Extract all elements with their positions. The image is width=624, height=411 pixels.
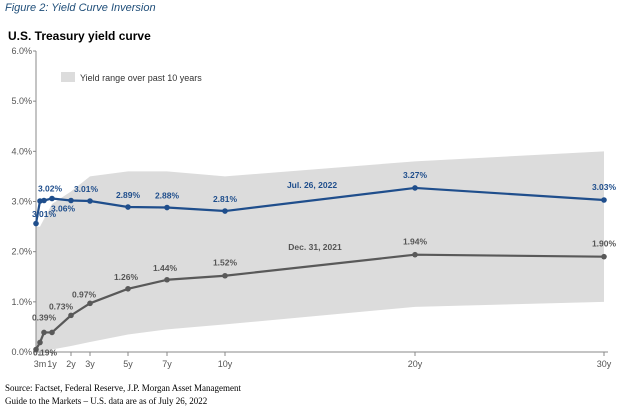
series-layer bbox=[33, 185, 607, 353]
data-point bbox=[33, 346, 39, 353]
data-point bbox=[68, 197, 74, 204]
data-point bbox=[222, 272, 228, 279]
y-tick-label: 1.0% bbox=[11, 297, 32, 307]
y-tick-label: 5.0% bbox=[11, 96, 32, 106]
x-tick-label: 7y bbox=[162, 359, 172, 369]
x-tick-label: 30y bbox=[597, 359, 612, 369]
range-band-layer bbox=[36, 151, 604, 352]
data-label: 3.03% bbox=[592, 182, 617, 192]
data-point bbox=[37, 339, 43, 346]
data-label: 3.02% bbox=[38, 183, 63, 193]
data-point bbox=[164, 204, 170, 211]
data-label: 1.52% bbox=[213, 258, 238, 268]
data-point bbox=[41, 329, 47, 336]
data-label: 3.06% bbox=[51, 203, 76, 213]
x-tick-label: 20y bbox=[408, 359, 423, 369]
data-point bbox=[412, 251, 418, 258]
data-label: 2.88% bbox=[155, 191, 180, 201]
figure-caption: Figure 2: Yield Curve Inversion bbox=[5, 2, 156, 14]
y-tick-label: 3.0% bbox=[11, 197, 32, 207]
data-point bbox=[601, 197, 607, 203]
x-tick-label: 5y bbox=[123, 359, 133, 369]
legend-swatch bbox=[61, 72, 75, 82]
x-tick-label: 1y bbox=[47, 359, 57, 369]
data-point bbox=[49, 195, 55, 202]
data-point bbox=[164, 276, 170, 283]
source-line-2: Guide to the Markets – U.S. data are as … bbox=[5, 396, 208, 406]
data-label: 3.01% bbox=[74, 184, 99, 194]
data-point bbox=[41, 197, 47, 204]
legend: Yield range over past 10 years bbox=[61, 72, 202, 83]
y-tick-label: 6.0% bbox=[11, 46, 32, 56]
x-tick-label: 3y bbox=[85, 359, 95, 369]
data-point bbox=[87, 300, 93, 307]
source-line-1: Source: Factset, Federal Reserve, J.P. M… bbox=[5, 383, 242, 393]
data-label: 0.73% bbox=[49, 301, 74, 311]
data-label: 1.26% bbox=[114, 272, 139, 282]
data-label: 0.39% bbox=[32, 312, 57, 322]
x-tick-label: 3m bbox=[34, 359, 47, 369]
data-label: 1.44% bbox=[153, 263, 178, 273]
data-label: 1.94% bbox=[403, 237, 428, 247]
x-tick-label: 2y bbox=[66, 359, 76, 369]
data-point bbox=[49, 329, 55, 336]
y-tick-label: 4.0% bbox=[11, 146, 32, 156]
data-point bbox=[125, 204, 131, 210]
x-tick-label: 10y bbox=[218, 359, 233, 369]
data-label: 0.97% bbox=[72, 289, 97, 299]
data-point bbox=[68, 312, 74, 319]
data-point bbox=[125, 285, 131, 292]
axis-layer: 0.0% 1.0% 2.0% 3.0% 4.0% 5.0% 6.0% 3m 1y 2y 3y 5y 7y… bbox=[11, 46, 611, 369]
data-label: 1.90% bbox=[592, 239, 617, 249]
data-label: 0.19% bbox=[33, 347, 58, 357]
legend-label: Yield range over past 10 years bbox=[80, 73, 202, 83]
y-tick-label: 0.0% bbox=[11, 347, 32, 357]
data-point bbox=[87, 198, 93, 204]
data-label: 3.01% bbox=[32, 209, 57, 219]
data-point bbox=[222, 208, 228, 214]
data-point bbox=[412, 185, 418, 191]
series-name-dec-2021: Dec. 31, 2021 bbox=[288, 242, 342, 252]
label-layer: 3.01%3.02%3.06%3.01%2.89% 2.88% 2.81%3.27%… bbox=[32, 170, 617, 358]
y-tick-label: 2.0% bbox=[11, 247, 32, 257]
data-label: 3.27% bbox=[403, 170, 428, 180]
chart-title: U.S. Treasury yield curve bbox=[8, 29, 151, 43]
data-label: 2.81% bbox=[213, 194, 238, 204]
data-label: 2.89% bbox=[116, 190, 141, 200]
series-name-jul-2022: Jul. 26, 2022 bbox=[287, 180, 337, 190]
data-point bbox=[33, 220, 39, 227]
data-point bbox=[601, 253, 607, 260]
range-band-area bbox=[36, 151, 604, 352]
